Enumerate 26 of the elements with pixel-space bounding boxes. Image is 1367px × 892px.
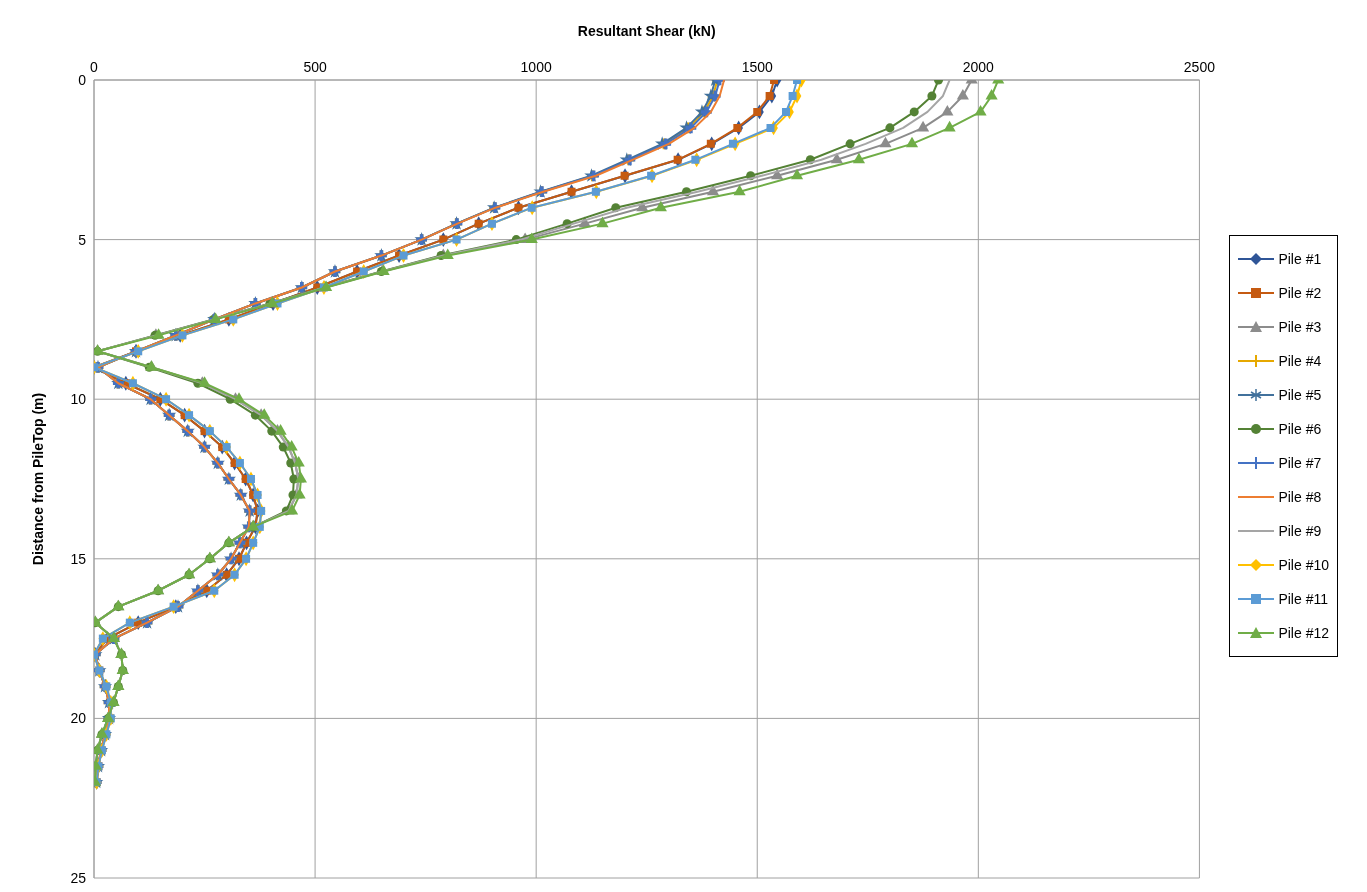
legend-label: Pile #12 (1278, 625, 1329, 641)
y-tick-label: 10 (70, 391, 87, 408)
y-tick-label: 0 (78, 71, 87, 88)
y-tick-label: 15 (70, 550, 87, 567)
x-axis-title: Resultant Shear (kN) (577, 22, 716, 39)
legend-label: Pile #6 (1278, 421, 1322, 437)
x-tick-label: 0 (90, 59, 99, 75)
x-tick-label: 2500 (1183, 59, 1216, 75)
legend-label: Pile #4 (1278, 353, 1322, 369)
legend-label: Pile #7 (1278, 455, 1322, 471)
legend-label: Pile #1 (1278, 251, 1322, 267)
legend-label: Pile #11 (1278, 591, 1328, 607)
legend-label: Pile #2 (1278, 285, 1322, 301)
legend-label: Pile #8 (1278, 489, 1322, 505)
legend-label: Pile #10 (1278, 557, 1329, 573)
x-tick-label: 500 (303, 59, 327, 75)
legend-label: Pile #3 (1278, 319, 1322, 335)
y-tick-label: 20 (70, 710, 87, 727)
x-tick-label: 1000 (520, 59, 552, 75)
legend-label: Pile #9 (1278, 523, 1322, 539)
legend-label: Pile #5 (1278, 387, 1322, 403)
x-tick-label: 1500 (741, 59, 774, 75)
x-tick-label: 2000 (962, 59, 995, 75)
y-tick-label: 25 (70, 869, 87, 886)
y-axis-title: Distance from PileTop (m) (29, 392, 46, 566)
y-tick-label: 5 (78, 231, 87, 248)
